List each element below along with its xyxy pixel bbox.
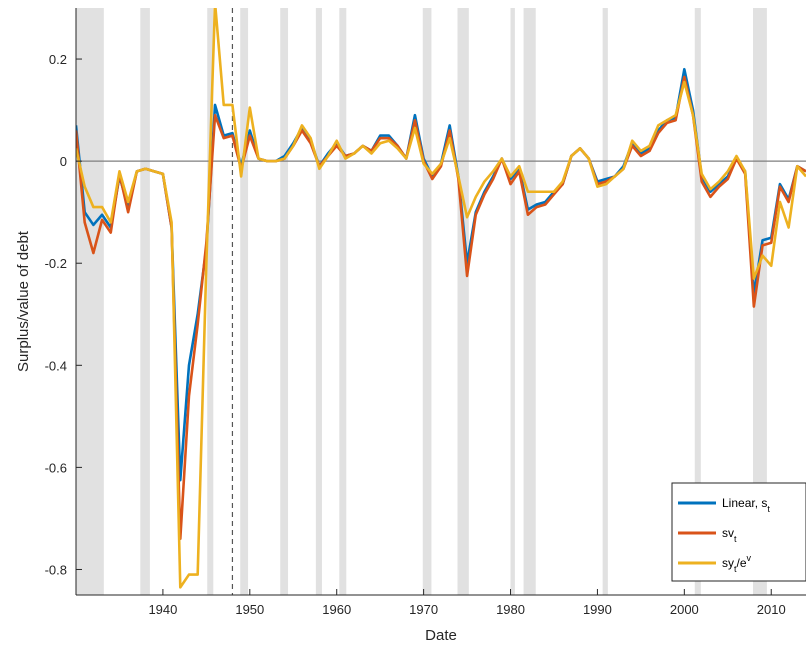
recession-band [207, 8, 214, 595]
x-tick-label: 1970 [409, 602, 438, 617]
y-tick-label: -0.2 [45, 256, 67, 271]
series-line-2 [76, 75, 806, 541]
legend-label: Linear, st [722, 496, 770, 514]
series-lines [76, 8, 806, 589]
recession-band [457, 8, 469, 595]
x-tick-label: 1960 [322, 602, 351, 617]
x-axis-label: Date [425, 627, 457, 644]
recession-band [315, 8, 322, 595]
recession-band [422, 8, 432, 595]
x-tick-label: 1990 [583, 602, 612, 617]
y-tick-label: 0 [60, 154, 67, 169]
legend: Linear, st svt syt/ev [671, 482, 806, 582]
x-tick-label: 2010 [757, 602, 786, 617]
recession-band [240, 8, 249, 595]
x-tick-label: 1940 [148, 602, 177, 617]
recession-band [510, 8, 515, 595]
x-tick-label: 1980 [496, 602, 525, 617]
recession-band [523, 8, 536, 595]
y-tick-label: 0.2 [49, 52, 67, 67]
y-tick-label: -0.6 [45, 460, 67, 475]
y-axis-label: Surplus/value of debt [15, 230, 32, 372]
recession-band [752, 8, 767, 595]
recession-band [280, 8, 289, 595]
recession-band [76, 8, 104, 595]
recession-band [602, 8, 608, 595]
recession-band [694, 8, 701, 595]
legend-label: svt [722, 526, 737, 544]
recession-band [339, 8, 347, 595]
x-tick-label: 2000 [670, 602, 699, 617]
series-line-3 [76, 8, 806, 589]
x-tick-label: 1950 [235, 602, 264, 617]
y-tick-label: -0.4 [45, 358, 67, 373]
recession-band [140, 8, 150, 595]
legend-label: syt/ev [722, 553, 752, 574]
y-tick-label: -0.8 [45, 562, 67, 577]
x-axis-ticks: 1940 1950 1960 1970 1980 1990 2000 2010 [148, 589, 786, 617]
recession-bands [76, 8, 767, 595]
y-axis-ticks: 0.2 0 -0.2 -0.4 -0.6 -0.8 [45, 52, 82, 577]
